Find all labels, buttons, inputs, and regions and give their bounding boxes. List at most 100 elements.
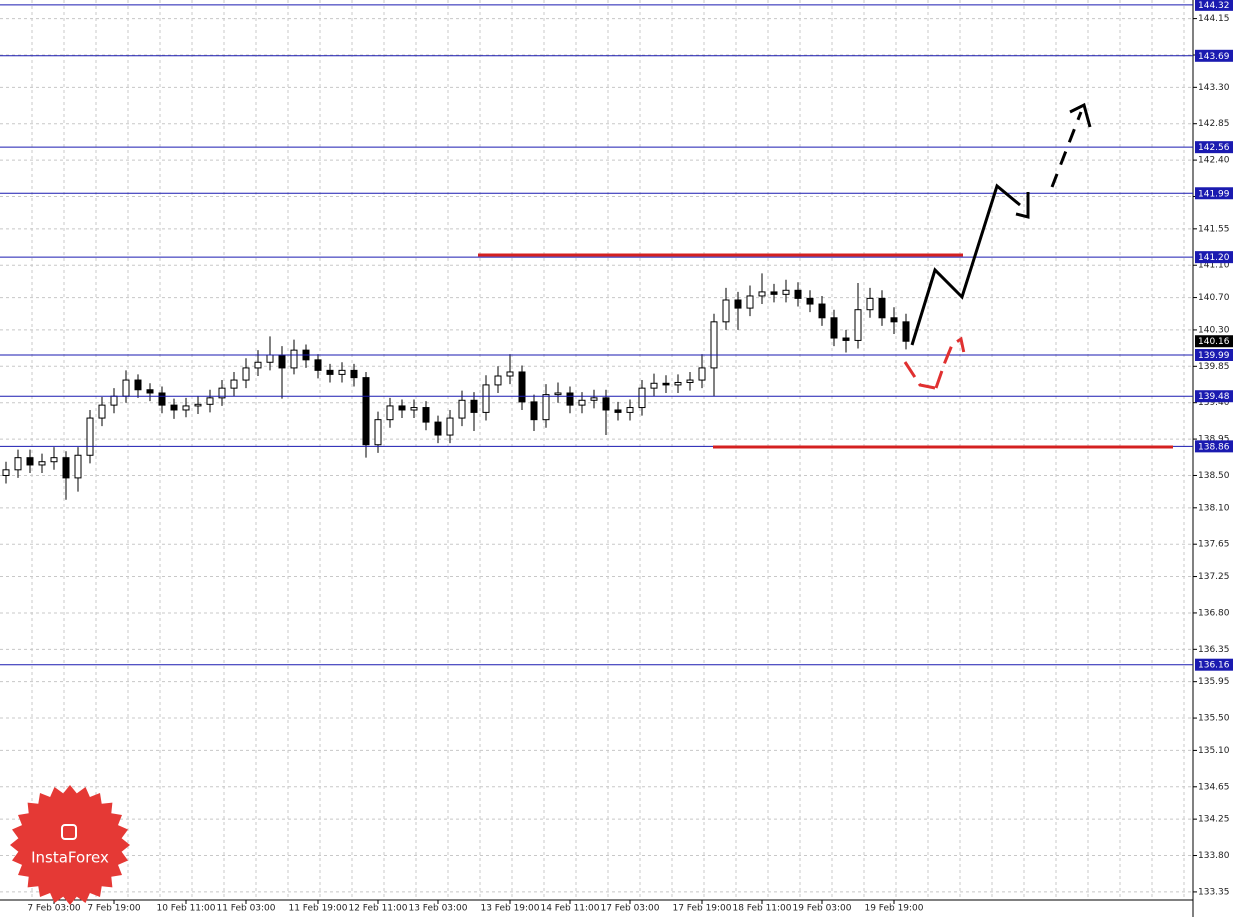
y-tick-label: 133.80 (1198, 851, 1230, 861)
y-tick-label: 135.10 (1198, 746, 1230, 756)
candle-body (410, 407, 418, 411)
level-label: 139.99 (1198, 351, 1230, 361)
candle-body (266, 354, 274, 363)
y-tick-label: 135.50 (1198, 714, 1230, 724)
candle-body (854, 309, 862, 341)
candle-body (626, 407, 634, 413)
candle-body (614, 409, 622, 413)
x-tick-label: 7 Feb 03:00 (27, 904, 81, 914)
y-tick-label: 134.25 (1198, 815, 1230, 825)
level-label-box (1195, 658, 1233, 671)
alt-path-return (934, 336, 967, 389)
candle-body (734, 299, 742, 309)
candle-body (134, 379, 142, 391)
candle-body (350, 369, 358, 379)
candle-body (806, 297, 814, 305)
candle-body (842, 337, 850, 341)
level-label: 143.69 (1198, 52, 1230, 62)
x-tick-label: 12 Feb 11:00 (348, 904, 407, 914)
y-tick-label: 140.30 (1198, 325, 1230, 335)
y-tick-label: 143.30 (1198, 83, 1230, 93)
level-label-box (1195, 251, 1233, 264)
candle-body (230, 379, 238, 389)
candle-body (158, 392, 166, 406)
candle-body (146, 389, 154, 394)
candle-body (26, 457, 34, 466)
candle-body (290, 349, 298, 369)
candle-body (98, 404, 106, 419)
candle-body (506, 371, 514, 377)
y-tick-label: 138.10 (1198, 503, 1230, 513)
y-tick-label: 137.65 (1198, 540, 1230, 550)
y-tick-label: 136.35 (1198, 645, 1230, 655)
candle-body (830, 317, 838, 339)
logo-icon (61, 824, 77, 840)
candle-body (638, 387, 646, 409)
y-tick-label: 141.55 (1198, 224, 1230, 234)
alt-path (903, 361, 936, 390)
candle-body (590, 397, 598, 401)
candle-body (110, 395, 118, 406)
y-tick-label: 138.95 (1198, 435, 1230, 445)
x-tick-label: 17 Feb 19:00 (672, 904, 731, 914)
candle-body (386, 405, 394, 421)
candle-body (530, 401, 538, 421)
forecast-arrow-head (1069, 102, 1092, 128)
candle-body (218, 387, 226, 399)
candle-body (578, 399, 586, 406)
candle-body (194, 403, 202, 407)
x-tick-label: 11 Feb 19:00 (288, 904, 347, 914)
vertical-grid (0, 0, 1193, 900)
candle-body (314, 359, 322, 371)
x-tick-label: 18 Feb 11:00 (732, 904, 791, 914)
level-label: 138.86 (1198, 442, 1230, 452)
candle-body (326, 369, 334, 375)
candle-body (362, 377, 370, 446)
candle-body (902, 321, 910, 342)
level-label: 141.99 (1198, 189, 1230, 199)
level-label: 144.32 (1198, 1, 1230, 11)
y-tick-label: 135.95 (1198, 677, 1230, 687)
y-tick-label: 138.50 (1198, 471, 1230, 481)
candle-body (62, 457, 70, 479)
y-tick-label: 144.15 (1198, 14, 1230, 24)
candle-body (14, 457, 22, 471)
candle-body (482, 384, 490, 413)
candle-body (782, 289, 790, 295)
level-label: 142.56 (1198, 143, 1230, 153)
y-tick-label: 136.80 (1198, 608, 1230, 618)
level-label: 136.16 (1198, 661, 1230, 671)
candle-body (794, 289, 802, 299)
level-label-box (1195, 348, 1233, 361)
level-label: 141.20 (1198, 253, 1230, 263)
y-tick-label: 139.40 (1198, 398, 1230, 408)
candle-body (650, 382, 658, 389)
candle-body (422, 407, 430, 423)
level-label-box (1195, 49, 1233, 62)
y-tick-label: 142.85 (1198, 119, 1230, 129)
level-label-box (1195, 440, 1233, 453)
candle-body (446, 417, 454, 436)
forecast-arrow (1015, 192, 1030, 219)
forecast-path (910, 183, 1021, 346)
y-tick-label: 140.70 (1198, 293, 1230, 303)
candle-body (470, 399, 478, 413)
x-tick-label: 17 Feb 03:00 (600, 904, 659, 914)
last-price-label: 140.16 (1198, 337, 1230, 347)
candle-body (758, 291, 766, 297)
candle-body (122, 379, 130, 397)
level-label-box (1195, 390, 1233, 403)
x-tick-label: 13 Feb 19:00 (480, 904, 539, 914)
candle-body (878, 297, 886, 319)
candle-body (674, 381, 682, 386)
candle-body (242, 367, 250, 381)
candle-body (722, 299, 730, 323)
candle-body (2, 469, 10, 476)
x-tick-label: 19 Feb 03:00 (792, 904, 851, 914)
level-label-box (1195, 187, 1233, 200)
candle-body (686, 379, 694, 383)
logo-text: InstaForex (31, 849, 109, 867)
